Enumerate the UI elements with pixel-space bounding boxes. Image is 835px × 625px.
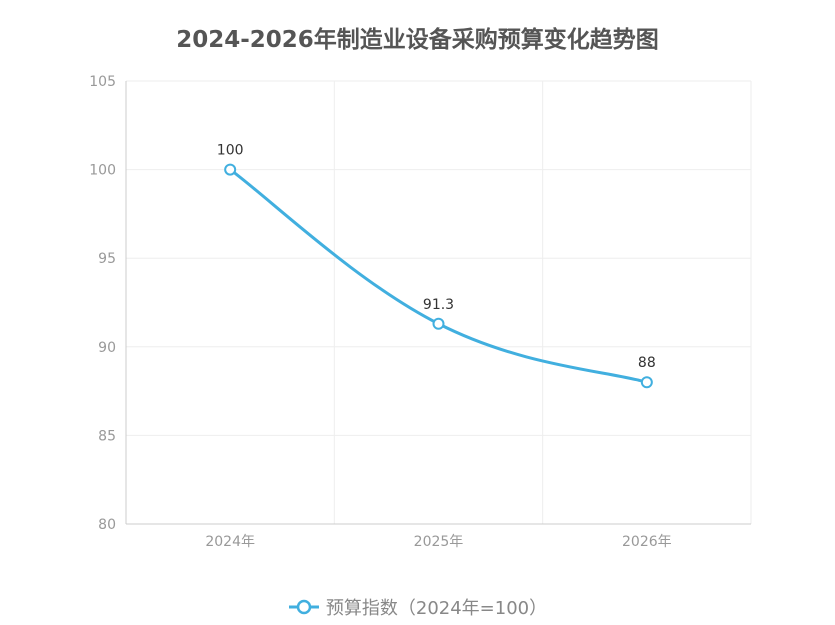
data-point: [640, 376, 653, 389]
y-tick-label: 85: [98, 428, 116, 444]
legend[interactable]: 预算指数（2024年=100）: [0, 594, 835, 620]
series-line: [229, 168, 648, 384]
y-tick-label: 95: [98, 251, 116, 267]
data-point: [224, 163, 237, 176]
data-label: 100: [217, 143, 244, 159]
x-tick-label: 2025年: [414, 534, 464, 550]
chart-title: 2024-2026年制造业设备采购预算变化趋势图: [176, 27, 659, 53]
y-tick-label: 80: [98, 517, 116, 533]
y-tick-label: 90: [98, 340, 116, 356]
x-tick-label: 2026年: [622, 534, 672, 550]
data-point: [432, 317, 445, 330]
legend-label: 预算指数（2024年=100）: [325, 598, 548, 619]
y-tick-label: 105: [89, 74, 116, 90]
legend-line-marker-icon: [288, 599, 319, 615]
y-tick-label: 100: [89, 163, 116, 179]
data-label: 88: [638, 355, 656, 371]
data-label: 91.3: [423, 297, 454, 313]
x-tick-label: 2024年: [205, 534, 255, 550]
